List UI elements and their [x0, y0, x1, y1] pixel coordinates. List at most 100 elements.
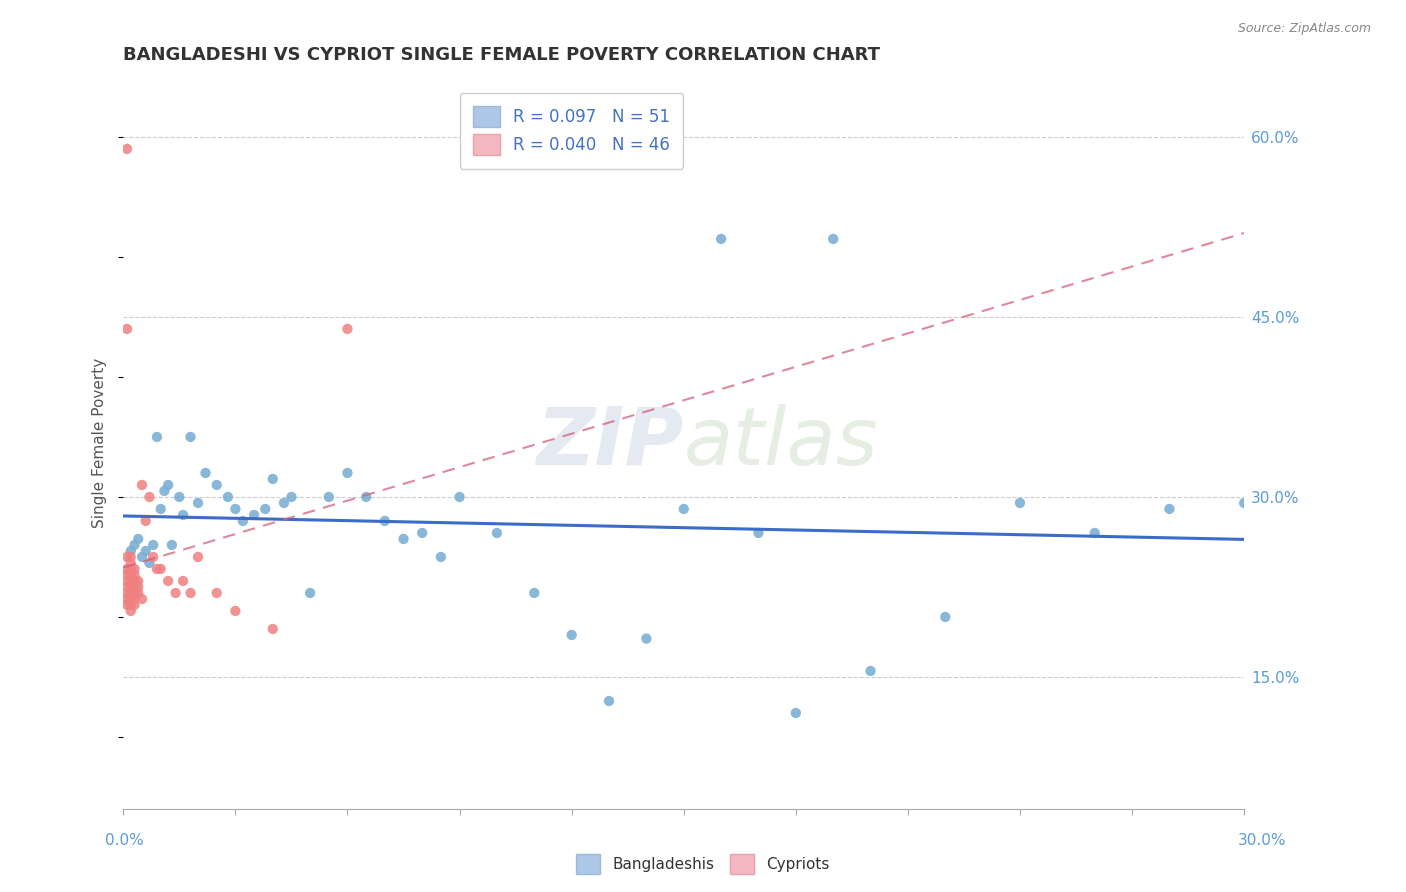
Point — [318, 490, 340, 504]
Point — [172, 574, 194, 588]
Point — [115, 322, 138, 336]
Point — [127, 580, 149, 594]
Point — [124, 598, 146, 612]
Point — [1159, 502, 1181, 516]
Point — [124, 586, 146, 600]
Point — [115, 568, 138, 582]
Point — [146, 562, 169, 576]
Point — [205, 586, 228, 600]
Point — [135, 514, 157, 528]
Point — [636, 632, 658, 646]
Point — [523, 586, 546, 600]
Text: ZIP: ZIP — [536, 404, 683, 482]
Point — [124, 580, 146, 594]
Point — [785, 706, 807, 720]
Point — [598, 694, 620, 708]
Point — [124, 538, 146, 552]
Point — [262, 622, 284, 636]
Point — [224, 502, 246, 516]
Point — [273, 496, 295, 510]
Text: 0.0%: 0.0% — [105, 833, 145, 847]
Point — [127, 532, 149, 546]
Point — [232, 514, 254, 528]
Text: BANGLADESHI VS CYPRIOT SINGLE FEMALE POVERTY CORRELATION CHART: BANGLADESHI VS CYPRIOT SINGLE FEMALE POV… — [124, 46, 880, 64]
Point — [187, 496, 209, 510]
Point — [243, 508, 266, 522]
Point — [142, 549, 165, 564]
Point — [115, 562, 138, 576]
Point — [115, 580, 138, 594]
Point — [823, 232, 845, 246]
Point — [336, 466, 359, 480]
Point — [135, 544, 157, 558]
Point — [149, 502, 172, 516]
Point — [710, 232, 733, 246]
Point — [392, 532, 415, 546]
Point — [124, 574, 146, 588]
Point — [120, 586, 142, 600]
Point — [115, 574, 138, 588]
Point — [115, 549, 138, 564]
Point — [120, 556, 142, 570]
Point — [131, 549, 153, 564]
Point — [165, 586, 187, 600]
Point — [411, 525, 433, 540]
Point — [157, 478, 180, 492]
Point — [131, 591, 153, 606]
Point — [485, 525, 508, 540]
Point — [160, 538, 183, 552]
Point — [115, 142, 138, 156]
Point — [131, 478, 153, 492]
Point — [859, 664, 882, 678]
Point — [747, 525, 769, 540]
Point — [124, 562, 146, 576]
Point — [120, 562, 142, 576]
Point — [120, 544, 142, 558]
Point — [180, 586, 202, 600]
Point — [127, 574, 149, 588]
Point — [120, 598, 142, 612]
Point — [120, 549, 142, 564]
Point — [127, 586, 149, 600]
Text: Source: ZipAtlas.com: Source: ZipAtlas.com — [1237, 22, 1371, 36]
Point — [172, 508, 194, 522]
Point — [299, 586, 322, 600]
Point — [115, 591, 138, 606]
Point — [180, 430, 202, 444]
Point — [336, 322, 359, 336]
Point — [672, 502, 695, 516]
Point — [138, 556, 160, 570]
Point — [374, 514, 396, 528]
Point — [254, 502, 277, 516]
Point — [120, 604, 142, 618]
Point — [561, 628, 583, 642]
Point — [153, 483, 176, 498]
Point — [120, 580, 142, 594]
Point — [115, 586, 138, 600]
Point — [120, 568, 142, 582]
Point — [1233, 496, 1256, 510]
Point — [430, 549, 453, 564]
Legend: R = 0.097   N = 51, R = 0.040   N = 46: R = 0.097 N = 51, R = 0.040 N = 46 — [460, 93, 683, 169]
Point — [194, 466, 217, 480]
Point — [115, 598, 138, 612]
Point — [124, 591, 146, 606]
Legend: Bangladeshis, Cypriots: Bangladeshis, Cypriots — [569, 848, 837, 880]
Text: 30.0%: 30.0% — [1239, 833, 1286, 847]
Point — [142, 538, 165, 552]
Point — [120, 591, 142, 606]
Point — [138, 490, 160, 504]
Point — [934, 610, 956, 624]
Point — [1084, 525, 1107, 540]
Point — [205, 478, 228, 492]
Point — [120, 574, 142, 588]
Point — [169, 490, 191, 504]
Point — [280, 490, 302, 504]
Point — [149, 562, 172, 576]
Point — [224, 604, 246, 618]
Text: atlas: atlas — [683, 404, 879, 482]
Point — [1008, 496, 1031, 510]
Y-axis label: Single Female Poverty: Single Female Poverty — [93, 358, 107, 528]
Point — [146, 430, 169, 444]
Point — [217, 490, 239, 504]
